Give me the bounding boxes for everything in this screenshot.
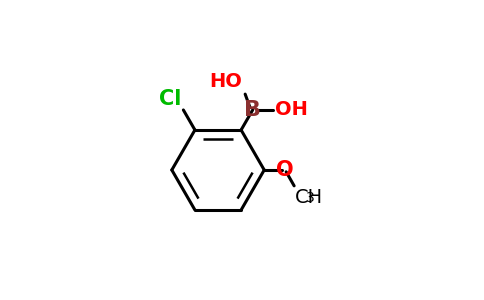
Text: Cl: Cl [159, 89, 181, 109]
Text: OH: OH [274, 100, 307, 119]
Text: B: B [244, 100, 261, 120]
Text: 3: 3 [306, 191, 315, 205]
Text: CH: CH [295, 188, 323, 207]
Text: HO: HO [209, 72, 242, 91]
Text: O: O [275, 160, 293, 180]
